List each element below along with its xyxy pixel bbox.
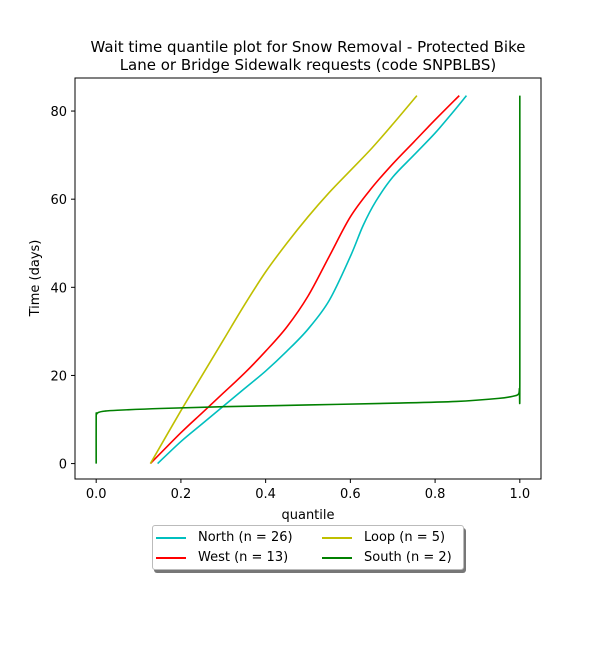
axes-frame (74, 77, 542, 480)
x-tick-label: 0.4 (255, 487, 276, 502)
x-tick-label: 0.8 (425, 487, 446, 502)
series-line-south (95, 95, 521, 464)
chart-title-line-1: Wait time quantile plot for Snow Removal… (91, 38, 526, 56)
legend-swatch-north (156, 537, 186, 539)
y-tick-label: 0 (59, 458, 67, 473)
x-tick-label: 0.0 (86, 487, 107, 502)
legend-swatch-loop (322, 537, 352, 539)
x-tick-label: 0.6 (340, 487, 361, 502)
y-tick-label: 80 (50, 105, 67, 120)
legend-label-west: West (n = 13) (198, 550, 289, 565)
legend-label-loop: Loop (n = 5) (364, 530, 446, 545)
y-axis-label: Time (days) (28, 240, 43, 318)
legend: North (n = 26) West (n = 13) Loop (n = 5… (152, 525, 464, 570)
legend-swatch-south (322, 557, 352, 559)
y-tick-label: 40 (50, 281, 67, 296)
series-line-loop (149, 95, 418, 464)
legend-label-south: South (n = 2) (364, 550, 452, 565)
x-tick-label: 1.0 (509, 487, 530, 502)
chart-title-line-2: Lane or Bridge Sidewalk requests (code S… (120, 56, 497, 74)
y-tick-label: 20 (50, 369, 67, 384)
y-tick-label: 60 (50, 193, 67, 208)
series-line-north (157, 95, 468, 465)
x-axis-label: quantile (281, 508, 334, 523)
x-tick-label: 0.2 (171, 487, 192, 502)
plot-area: 0.0 0.2 0.4 0.6 0.8 1.0 0 20 40 60 80 (50, 95, 530, 502)
legend-swatch-west (156, 557, 186, 559)
legend-label-north: North (n = 26) (198, 530, 293, 545)
